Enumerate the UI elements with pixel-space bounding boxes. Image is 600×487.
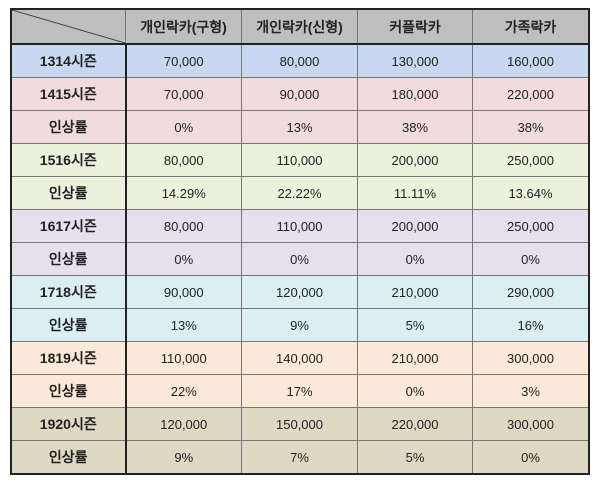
table-cell: 13%: [125, 308, 242, 342]
table-cell: 9%: [241, 308, 358, 342]
table-cell: 3%: [472, 374, 590, 408]
table-cell: 0%: [472, 440, 590, 475]
table-cell: 5%: [357, 308, 473, 342]
table-cell: 250,000: [472, 143, 590, 177]
diagonal-line-icon: [12, 10, 125, 43]
table-cell: 14.29%: [125, 176, 242, 210]
row-label: 인상률: [10, 308, 127, 342]
table-cell: 11.11%: [357, 176, 473, 210]
table-cell: 250,000: [472, 209, 590, 243]
table-row: 1617시즌 80,000 110,000 200,000 250,000: [10, 209, 590, 243]
table-row: 1516시즌 80,000 110,000 200,000 250,000: [10, 143, 590, 177]
table-cell: 150,000: [241, 407, 358, 441]
table-cell: 120,000: [241, 275, 358, 309]
table-cell: 16%: [472, 308, 590, 342]
column-header: 가족락카: [472, 8, 590, 45]
table-cell: 22%: [125, 374, 242, 408]
table-cell: 80,000: [125, 209, 242, 243]
column-header: 커플락카: [357, 8, 473, 45]
table-cell: 110,000: [241, 209, 358, 243]
row-label: 1516시즌: [10, 143, 127, 177]
corner-cell: [10, 8, 126, 45]
table-cell: 80,000: [125, 143, 242, 177]
table-cell: 17%: [241, 374, 358, 408]
table-cell: 7%: [241, 440, 358, 475]
row-label: 1314시즌: [10, 43, 127, 78]
table-cell: 210,000: [357, 341, 473, 375]
row-label: 인상률: [10, 110, 127, 144]
table-row: 인상률 0% 0% 0% 0%: [10, 242, 590, 276]
table-cell: 0%: [472, 242, 590, 276]
table-cell: 70,000: [125, 43, 242, 78]
table-row: 인상률 9% 7% 5% 0%: [10, 440, 590, 475]
table-cell: 120,000: [125, 407, 242, 441]
table-cell: 90,000: [125, 275, 242, 309]
table-row: 인상률 13% 9% 5% 16%: [10, 308, 590, 342]
table-cell: 220,000: [472, 77, 590, 111]
table-cell: 220,000: [357, 407, 473, 441]
table-row: 인상률 14.29% 22.22% 11.11% 13.64%: [10, 176, 590, 210]
table-cell: 290,000: [472, 275, 590, 309]
table-row: 1314시즌 70,000 80,000 130,000 160,000: [10, 43, 590, 78]
row-label: 1718시즌: [10, 275, 127, 309]
table-cell: 180,000: [357, 77, 473, 111]
table-row: 1415시즌 70,000 90,000 180,000 220,000: [10, 77, 590, 111]
table-row: 인상률 22% 17% 0% 3%: [10, 374, 590, 408]
table-cell: 300,000: [472, 407, 590, 441]
table-cell: 210,000: [357, 275, 473, 309]
locker-price-table: 개인락카(구형) 개인락카(신형) 커플락카 가족락카 1314시즌 70,000…: [10, 8, 590, 475]
table-row: 인상률 0% 13% 38% 38%: [10, 110, 590, 144]
row-label: 1415시즌: [10, 77, 127, 111]
table-cell: 90,000: [241, 77, 358, 111]
table-cell: 0%: [241, 242, 358, 276]
table-cell: 13%: [241, 110, 358, 144]
table-cell: 9%: [125, 440, 242, 475]
table-cell: 0%: [357, 374, 473, 408]
row-label: 인상률: [10, 176, 127, 210]
table-cell: 200,000: [357, 143, 473, 177]
row-label: 1819시즌: [10, 341, 127, 375]
header-row: 개인락카(구형) 개인락카(신형) 커플락카 가족락카: [10, 8, 590, 45]
table-body: 1314시즌 70,000 80,000 130,000 160,000 1415시즌 70…: [10, 43, 590, 475]
table-cell: 160,000: [472, 43, 590, 78]
table-cell: 22.22%: [241, 176, 358, 210]
table-cell: 38%: [472, 110, 590, 144]
table-cell: 200,000: [357, 209, 473, 243]
table-cell: 38%: [357, 110, 473, 144]
table-cell: 130,000: [357, 43, 473, 78]
table-cell: 0%: [125, 242, 242, 276]
table-cell: 110,000: [241, 143, 358, 177]
column-header: 개인락카(신형): [241, 8, 358, 45]
table-cell: 140,000: [241, 341, 358, 375]
table-cell: 300,000: [472, 341, 590, 375]
row-label: 1617시즌: [10, 209, 127, 243]
table-cell: 80,000: [241, 43, 358, 78]
table-row: 1718시즌 90,000 120,000 210,000 290,000: [10, 275, 590, 309]
table-cell: 70,000: [125, 77, 242, 111]
table-row: 1819시즌 110,000 140,000 210,000 300,000: [10, 341, 590, 375]
table-row: 1920시즌 120,000 150,000 220,000 300,000: [10, 407, 590, 441]
table-cell: 0%: [125, 110, 242, 144]
table-cell: 0%: [357, 242, 473, 276]
table-cell: 13.64%: [472, 176, 590, 210]
row-label: 인상률: [10, 374, 127, 408]
locker-price-table-container: 개인락카(구형) 개인락카(신형) 커플락카 가족락카 1314시즌 70,000…: [10, 8, 590, 475]
row-label: 인상률: [10, 440, 127, 475]
row-label: 인상률: [10, 242, 127, 276]
table-cell: 110,000: [125, 341, 242, 375]
table-cell: 5%: [357, 440, 473, 475]
row-label: 1920시즌: [10, 407, 127, 441]
column-header: 개인락카(구형): [125, 8, 242, 45]
